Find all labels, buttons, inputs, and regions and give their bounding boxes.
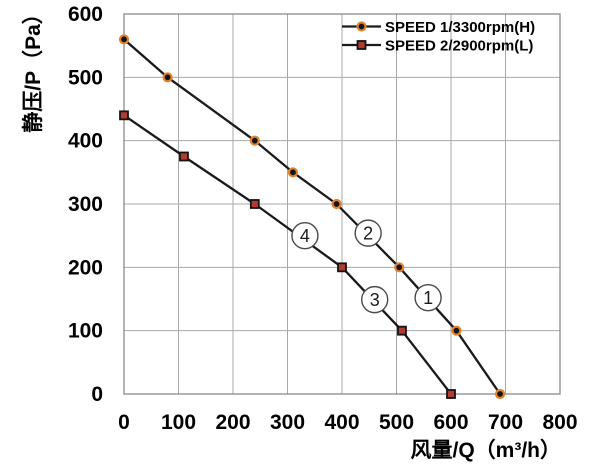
x-tick-label: 300 [270, 411, 305, 434]
x-tick-label: 800 [542, 411, 577, 434]
x-tick-label: 400 [324, 411, 359, 434]
x-tick-label: 0 [118, 411, 130, 434]
data-point-series-2 [337, 262, 347, 273]
series-line-1 [122, 38, 502, 396]
data-point-series-1 [331, 198, 342, 210]
data-point-series-2 [397, 325, 407, 336]
data-point-series-1 [118, 34, 130, 45]
y-tick-label: 500 [68, 66, 103, 89]
data-point-series-2 [179, 151, 189, 162]
plot-border [123, 13, 561, 395]
data-point-series-1 [162, 72, 173, 83]
legend-label-2: SPEED 2/2900rpm(L) [385, 37, 533, 54]
x-tick-label: 500 [379, 411, 414, 434]
y-tick-label: 100 [68, 320, 103, 343]
data-point-series-1 [287, 167, 299, 178]
data-point-series-2 [446, 389, 456, 399]
data-point-series-1 [249, 135, 260, 146]
legend-marker-1 [356, 21, 367, 32]
y-tick-label: 400 [68, 130, 103, 153]
annotation-label-3: 3 [370, 290, 380, 310]
data-point-series-2 [249, 199, 260, 209]
legend-label-1: SPEED 1/3300rpm(H) [385, 19, 535, 36]
legend-marker-2 [356, 40, 367, 50]
annotation-circle-2 [354, 219, 382, 247]
data-point-series-2 [119, 110, 129, 121]
y-tick-label: 0 [91, 383, 103, 406]
x-tick-label: 200 [215, 411, 250, 434]
y-axis-title: 静压/P（Pa） [21, 3, 45, 133]
x-tick-label: 600 [433, 411, 468, 434]
y-tick-label: 300 [68, 193, 103, 216]
x-tick-label: 100 [161, 411, 196, 434]
data-point-series-1 [394, 262, 405, 273]
y-tick-label: 600 [68, 3, 103, 26]
data-point-series-1 [451, 325, 462, 336]
x-axis-title: 风量/Q（m³/h） [411, 438, 562, 462]
annotation-label-4: 4 [300, 226, 310, 246]
data-point-series-1 [494, 388, 506, 400]
x-tick-label: 700 [488, 411, 523, 434]
annotation-circle-3 [361, 285, 389, 314]
annotation-label-2: 2 [363, 223, 373, 243]
y-tick-label: 200 [68, 256, 103, 279]
annotation-label-1: 1 [423, 288, 433, 308]
annotation-circle-1 [414, 284, 442, 312]
annotation-circle-4 [291, 221, 319, 250]
